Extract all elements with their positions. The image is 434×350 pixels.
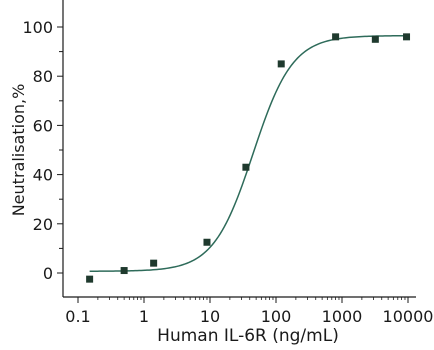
data-point	[120, 267, 128, 275]
y-axis: 0 20 40 60 80 100	[22, 0, 64, 297]
y-tick-label: 100	[22, 18, 53, 37]
data-point	[150, 259, 158, 267]
data-point	[332, 33, 340, 41]
x-tick-label: 0.1	[65, 307, 90, 326]
x-tick-label: 1000	[322, 307, 363, 326]
x-axis: 0.1 1 10 100 1000 10000	[63, 296, 434, 326]
x-tick-label: 100	[261, 307, 292, 326]
data-point	[86, 275, 94, 283]
data-point	[277, 60, 285, 68]
y-tick-label: 60	[33, 116, 53, 135]
y-axis-label: Neutralisation,%	[9, 84, 28, 217]
data-point	[403, 33, 411, 41]
y-tick-label: 0	[43, 264, 53, 283]
data-point	[371, 35, 379, 43]
data-point	[203, 238, 211, 246]
data-points	[86, 33, 411, 283]
x-tick-label: 1	[139, 307, 149, 326]
x-tick-label: 10000	[383, 307, 434, 326]
y-tick-label: 20	[33, 215, 53, 234]
y-tick-label: 40	[33, 166, 53, 185]
x-axis-label: Human IL-6R (ng/mL)	[157, 326, 339, 345]
y-tick-label: 80	[33, 67, 53, 86]
fit-curve-line	[89, 34, 407, 272]
x-tick-label: 10	[200, 307, 220, 326]
data-point	[242, 163, 250, 171]
